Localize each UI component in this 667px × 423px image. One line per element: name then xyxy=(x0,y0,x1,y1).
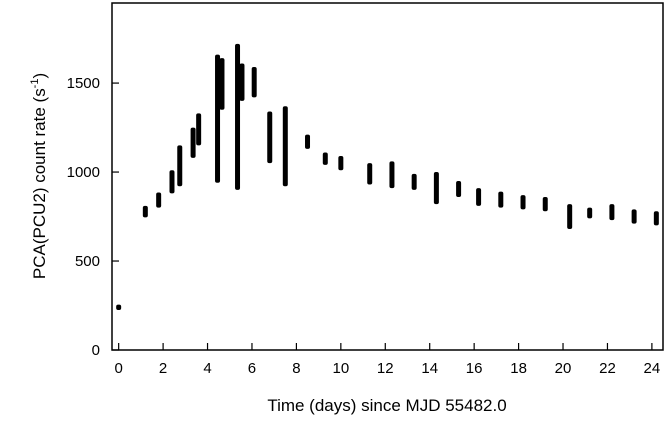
data-point-cluster xyxy=(322,152,328,165)
data-point-cluster xyxy=(215,54,221,183)
data-point-cluster xyxy=(196,113,202,146)
data-point-cluster xyxy=(456,180,462,197)
data-point-cluster xyxy=(177,145,183,187)
data-point-cluster xyxy=(239,63,245,101)
data-point-cluster xyxy=(251,67,257,98)
x-axis-label: Time (days) since MJD 55482.0 xyxy=(267,396,506,415)
data-point-cluster xyxy=(609,204,615,221)
data-point-cluster xyxy=(433,172,439,205)
x-tick-label: 20 xyxy=(555,360,572,377)
data-point-cluster xyxy=(587,207,593,219)
x-tick-label: 8 xyxy=(292,360,300,377)
y-axis-ticks: 0 500 1000 1500 xyxy=(67,75,119,359)
y-tick-label: 500 xyxy=(75,253,100,270)
data-point-cluster xyxy=(389,161,395,189)
data-point-cluster xyxy=(367,163,373,185)
data-point-cluster xyxy=(498,191,504,208)
x-tick-label: 10 xyxy=(332,360,349,377)
data-point-cluster xyxy=(305,134,311,149)
x-tick-label: 22 xyxy=(599,360,616,377)
data-point-cluster xyxy=(542,196,548,212)
data-point-cluster xyxy=(116,304,122,310)
data-point-cluster xyxy=(282,106,288,187)
data-point-cluster xyxy=(411,173,417,190)
y-axis-label-close: ) xyxy=(30,73,49,79)
x-tick-label: 2 xyxy=(159,360,167,377)
x-tick-label: 12 xyxy=(377,360,394,377)
data-point-cluster xyxy=(267,111,273,164)
data-points xyxy=(116,43,659,310)
x-tick-label: 18 xyxy=(510,360,527,377)
data-point-cluster xyxy=(142,205,148,218)
plot-frame xyxy=(111,2,664,351)
data-point-cluster xyxy=(631,209,637,224)
y-axis-label-superscript: -1 xyxy=(29,79,41,89)
data-point-cluster xyxy=(190,127,196,158)
y-axis-label-main: PCA(PCU2) count rate (s xyxy=(30,88,49,279)
data-point-cluster xyxy=(567,204,573,229)
y-tick-label: 1500 xyxy=(67,75,100,92)
y-tick-label: 1000 xyxy=(67,164,100,181)
x-tick-label: 0 xyxy=(114,360,122,377)
x-tick-label: 24 xyxy=(644,360,661,377)
data-point-cluster xyxy=(338,156,344,171)
y-tick-label: 0 xyxy=(92,342,100,359)
data-point-cluster xyxy=(520,195,526,210)
x-tick-label: 6 xyxy=(248,360,256,377)
data-point-cluster xyxy=(219,58,225,110)
x-tick-label: 14 xyxy=(421,360,438,377)
data-point-cluster xyxy=(169,170,175,194)
x-axis-ticks: 0 2 4 6 8 10 12 14 16 18 20 22 24 xyxy=(114,343,660,377)
x-tick-label: 4 xyxy=(203,360,211,377)
data-point-cluster xyxy=(653,211,659,226)
data-point-cluster xyxy=(156,192,162,208)
data-point-cluster xyxy=(235,43,241,190)
data-point-cluster xyxy=(476,188,482,206)
x-tick-label: 16 xyxy=(466,360,483,377)
y-axis-label: PCA(PCU2) count rate (s-1) xyxy=(29,73,49,279)
